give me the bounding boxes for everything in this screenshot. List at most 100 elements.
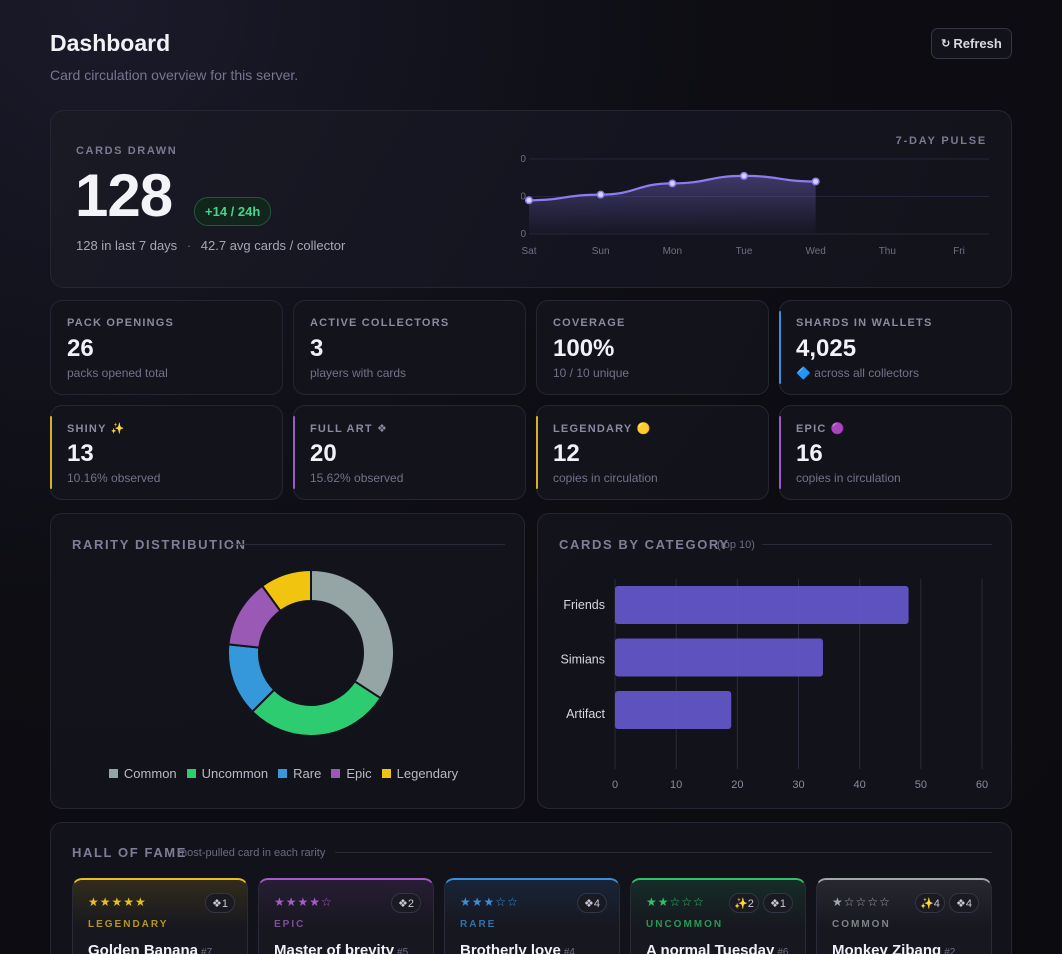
card-number: #7: [201, 947, 213, 954]
legend-swatch: [278, 769, 288, 778]
stat-value: 4,025: [796, 335, 857, 362]
rarity-legend: Common Uncommon Rare Epic Legendary: [51, 765, 526, 783]
page-subtitle: Card circulation overview for this serve…: [50, 67, 299, 83]
bar-x-tick: 30: [792, 779, 804, 791]
rarity-stars: ★★★☆☆: [460, 895, 519, 909]
rarity-label: UNCOMMON: [646, 919, 724, 930]
stat-label: COVERAGE: [553, 317, 626, 329]
card-number: #4: [563, 947, 575, 954]
stat-label: EPIC 🟣: [796, 423, 846, 435]
legend-label: Epic: [346, 766, 372, 781]
pulse-y-tick: 0: [521, 229, 526, 240]
rarity-donut-chart: [227, 568, 395, 737]
bar-x-tick: 40: [854, 779, 866, 791]
legend-item-rare[interactable]: Rare: [278, 766, 321, 781]
cards-by-category-panel: CARDS BY CATEGORY (top 10) 0 10 20 30 40 50 60…: [537, 513, 1012, 809]
meta-last-7-days: 128 in last 7 days: [76, 238, 178, 253]
stat-subtext: 10.16% observed: [67, 471, 161, 485]
stat-card: EPIC 🟣 16 copies in circulation: [779, 405, 1012, 500]
rarity-label: LEGENDARY: [88, 919, 169, 930]
stat-card: PACK OPENINGS 26 packs opened total: [50, 300, 283, 395]
hall-of-fame-card[interactable]: ★★☆☆☆ UNCOMMON A normal Tuesday #6 ❖1 ✨2: [630, 878, 806, 954]
donut-slice-common[interactable]: [310, 568, 395, 700]
card-name: Brotherly love #4: [460, 942, 575, 954]
stat-card: ACTIVE COLLECTORS 3 players with cards: [293, 300, 526, 395]
refresh-button[interactable]: ↻ Refresh: [931, 28, 1012, 59]
stat-card: SHINY ✨ 13 10.16% observed: [50, 405, 283, 500]
card-number: #5: [397, 947, 409, 954]
hof-title: HALL OF FAME: [72, 845, 188, 860]
hall-of-fame-card[interactable]: ★★★★☆ EPIC Master of brevity #5 ❖2: [258, 878, 434, 954]
stat-value: 13: [67, 440, 94, 467]
card-name: Golden Banana #7: [88, 942, 212, 954]
pulse-point: [668, 179, 677, 188]
hof-divider: [335, 852, 992, 853]
stat-subtext: 🔷 across all collectors: [796, 366, 919, 380]
stat-value: 100%: [553, 335, 615, 362]
stat-label: PACK OPENINGS: [67, 317, 175, 329]
meta-avg-cards: 42.7 avg cards / collector: [200, 238, 346, 253]
card-number: #2: [944, 947, 956, 954]
delta-badge: +14 / 24h: [194, 197, 272, 226]
cards-drawn-meta: 128 in last 7 days · 42.7 avg cards / co…: [76, 238, 345, 253]
stat-subtext: copies in circulation: [553, 471, 658, 485]
rarity-distribution-panel: RARITY DISTRIBUTION Common Uncommon Rare Ep…: [50, 513, 525, 809]
page-title: Dashboard: [50, 30, 171, 56]
count-pill: ❖1: [205, 893, 235, 913]
bar-x-tick: 20: [731, 779, 743, 791]
category-divider: [762, 544, 992, 545]
stat-label: SHARDS IN WALLETS: [796, 317, 933, 329]
bar-friends[interactable]: [615, 586, 909, 624]
hall-of-fame-card[interactable]: ★★★★★ LEGENDARY Golden Banana #7 ❖1: [72, 878, 248, 954]
card-name-text: Monkey Zibang: [832, 942, 942, 954]
stat-subtext: packs opened total: [67, 366, 168, 380]
rarity-title: RARITY DISTRIBUTION: [72, 537, 247, 552]
pulse-x-tick: Thu: [879, 246, 896, 257]
legend-swatch: [108, 769, 118, 778]
pulse-label: 7-DAY PULSE: [895, 135, 987, 147]
bar-x-tick: 0: [612, 779, 618, 791]
cards-drawn-value: 128: [75, 162, 173, 229]
legend-label: Uncommon: [201, 766, 269, 781]
pulse-x-tick: Fri: [953, 246, 965, 257]
cards-drawn-panel: CARDS DRAWN 128 +14 / 24h 128 in last 7 …: [50, 110, 1012, 288]
category-bar-chart: 0 10 20 30 40 50 60 Friends Simians Artifact: [561, 579, 988, 791]
legend-label: Common: [123, 766, 177, 781]
stat-subtext: 10 / 10 unique: [553, 366, 630, 380]
card-name-text: Brotherly love: [460, 942, 561, 954]
legend-swatch: [331, 769, 341, 778]
stat-value: 20: [310, 440, 337, 467]
hall-of-fame-card[interactable]: ★★★☆☆ RARE Brotherly love #4 ❖4: [444, 878, 620, 954]
legend-item-legendary[interactable]: Legendary: [381, 766, 458, 781]
stat-label: SHINY ✨: [67, 423, 126, 435]
stat-card: COVERAGE 100% 10 / 10 unique: [536, 300, 769, 395]
legend-swatch: [381, 769, 391, 778]
card-name-text: Master of brevity: [274, 942, 395, 954]
card-name: Master of brevity #5: [274, 942, 408, 954]
stat-accent-bar: [50, 416, 52, 489]
bar-category-label: Artifact: [566, 707, 605, 721]
pulse-area: [529, 175, 816, 234]
pulse-x-tick: Mon: [663, 246, 682, 257]
donut-slice-legendary[interactable]: [260, 568, 312, 613]
stat-subtext: 15.62% observed: [310, 471, 404, 485]
bar-simians[interactable]: [615, 638, 823, 677]
stat-accent-bar: [293, 416, 295, 489]
legend-item-epic[interactable]: Epic: [331, 766, 372, 781]
refresh-label: Refresh: [953, 36, 1002, 51]
count-pill: ❖4: [577, 893, 607, 913]
legend-swatch: [186, 769, 196, 778]
card-name: A normal Tuesday #6: [646, 942, 789, 954]
hof-note: most-pulled card in each rarity: [178, 847, 326, 859]
rarity-stars: ★☆☆☆☆: [832, 895, 891, 909]
stat-value: 26: [67, 335, 94, 362]
bar-x-tick: 10: [670, 779, 682, 791]
rarity-stars: ★★★★★: [88, 895, 147, 909]
legend-item-uncommon[interactable]: Uncommon: [186, 766, 269, 781]
bar-artifact[interactable]: [615, 691, 732, 729]
count-pill: ❖1: [763, 893, 793, 913]
stat-subtext: players with cards: [310, 366, 407, 380]
hall-of-fame-card[interactable]: ★☆☆☆☆ COMMON Monkey Zibang #2 ❖4 ✨4: [816, 878, 992, 954]
card-name-text: Golden Banana: [88, 942, 199, 954]
legend-item-common[interactable]: Common: [108, 766, 177, 781]
